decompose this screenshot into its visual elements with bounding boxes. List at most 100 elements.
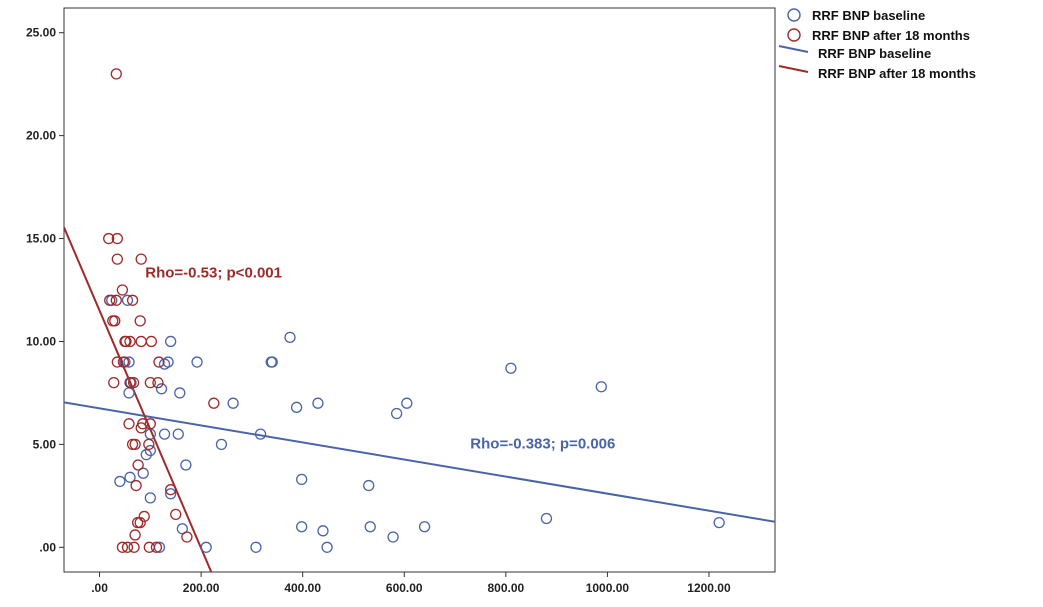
data-point [290,401,303,413]
data-point [266,356,278,368]
data-point [172,428,184,440]
data-point [180,459,192,471]
fit-lines-layer [64,227,775,572]
axes-layer: .00 200.00 400.00 600.00 800.00 1000.00 1200.0… [26,26,731,595]
legend-label: RRF BNP after 18 months [812,28,970,43]
x-tick-label: 200.00 [183,581,220,595]
y-tick-label: 5.00 [33,437,57,451]
legend-label: RRF BNP baseline [818,46,931,61]
data-point [321,541,333,553]
data-point [191,356,203,368]
data-point [215,438,228,451]
data-point [144,444,156,457]
data-point [208,397,220,409]
data-point [120,335,132,348]
data-point [116,541,129,553]
data-point [387,531,399,543]
data-point [540,512,553,525]
y-tick-label: 10.00 [26,334,56,348]
x-tick-label: 800.00 [487,581,524,595]
data-point [134,516,146,529]
x-tick-label: .00 [91,581,108,595]
data-point [111,356,123,368]
data-point [181,531,193,543]
data-point [250,541,262,553]
data-point [111,253,123,265]
data-point [110,68,122,80]
data-point [135,253,147,265]
data-point [116,284,129,296]
y-tick-label: 25.00 [26,26,56,40]
data-point [137,467,149,479]
x-tick-label: 600.00 [386,581,423,595]
points-layer [103,68,725,553]
data-point [144,492,156,504]
data-point [126,294,139,306]
data-point [123,356,135,368]
data-point [129,529,141,541]
data-point [595,381,607,393]
data-point [111,232,123,245]
data-point [124,335,136,348]
data-point [124,376,136,389]
legend-label: RRF BNP baseline [812,8,925,23]
data-point [390,407,403,420]
legend-line [778,65,809,73]
data-point [162,356,174,368]
data-point [418,521,431,533]
data-point [145,335,158,348]
data-point [140,449,152,461]
plot-area-frame [63,7,776,573]
legend-marker [787,28,801,42]
annotations-layer: Rho=-0.53; p<0.001 Rho=-0.383; p=0.006 [145,265,615,453]
x-tick-label: 400.00 [284,581,321,595]
data-point [110,294,122,306]
data-point [144,376,156,389]
data-point [158,428,171,440]
data-point [121,294,134,306]
data-point [135,422,147,434]
data-point [132,459,144,471]
data-point [104,294,116,306]
data-point [143,438,155,451]
legend: RRF BNP baseline RRF BNP after 18 months R… [778,8,976,81]
data-point [317,525,329,537]
data-point [296,473,308,486]
data-point [364,521,376,533]
data-point [144,418,156,430]
data-point [164,484,177,496]
fit-line [64,227,213,572]
data-point [121,541,134,553]
data-point [363,479,375,492]
x-tick-label: 1200.00 [687,581,731,595]
data-point [134,315,146,327]
data-point [284,331,296,343]
data-point [138,510,150,523]
data-point [200,541,212,553]
data-point [254,428,267,440]
fit-line [64,401,775,523]
legend-marker [787,8,801,22]
data-point [130,479,142,492]
data-point [124,471,136,483]
data-point [127,376,140,389]
data-point [164,335,177,348]
data-point [123,418,135,430]
data-point [114,475,126,488]
data-point [155,383,168,395]
data-point [401,397,413,409]
data-point [103,232,115,245]
data-point [153,356,165,368]
x-tick-label: 1000.00 [586,581,630,595]
data-point [296,521,308,533]
data-point [170,508,182,521]
data-point [109,315,121,327]
data-point [117,356,130,368]
correlation-annotation: Rho=-0.383; p=0.006 [470,435,615,452]
data-point [713,516,725,529]
legend-label: RRF BNP after 18 months [818,66,976,81]
data-point [312,397,324,409]
y-tick-label: 15.00 [26,232,56,246]
data-point [164,488,177,500]
